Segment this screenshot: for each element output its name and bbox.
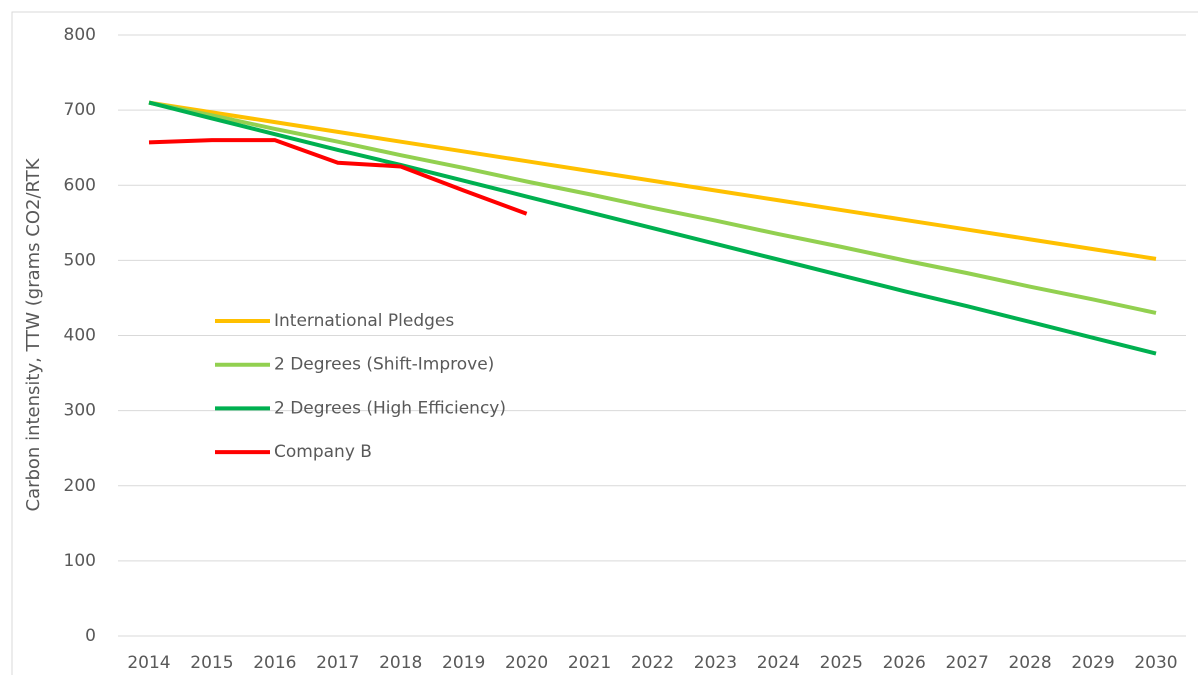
y-tick-label: 200 bbox=[64, 476, 96, 496]
y-tick-label: 300 bbox=[64, 401, 96, 421]
series-line bbox=[148, 100, 1157, 356]
x-tick-label: 2019 bbox=[442, 653, 485, 673]
x-tick-label: 2021 bbox=[568, 653, 611, 673]
series-line bbox=[148, 138, 528, 216]
series-line bbox=[148, 100, 1157, 315]
y-tick-label: 0 bbox=[85, 626, 96, 646]
y-axis-label: Carbon intensity, TTW (grams CO2/RTK bbox=[23, 157, 44, 511]
series-line bbox=[148, 100, 1157, 261]
y-tick-label: 800 bbox=[64, 25, 96, 45]
x-tick-label: 2014 bbox=[127, 653, 170, 673]
x-tick-label: 2028 bbox=[1008, 653, 1051, 673]
x-tick-label: 2017 bbox=[316, 653, 359, 673]
x-tick-label: 2016 bbox=[253, 653, 296, 673]
x-tick-label: 2025 bbox=[820, 653, 863, 673]
x-tick-label: 2026 bbox=[883, 653, 926, 673]
y-tick-label: 100 bbox=[64, 551, 96, 571]
legend-label: 2 Degrees (High Efficiency) bbox=[274, 398, 506, 418]
x-tick-label: 2018 bbox=[379, 653, 422, 673]
legend-label: International Pledges bbox=[274, 311, 454, 331]
x-tick-label: 2030 bbox=[1134, 653, 1177, 673]
legend-label: 2 Degrees (Shift-Improve) bbox=[274, 355, 494, 375]
y-tick-label: 700 bbox=[64, 100, 96, 120]
y-tick-label: 400 bbox=[64, 326, 96, 346]
legend-label: Company B bbox=[274, 442, 372, 462]
x-tick-label: 2023 bbox=[694, 653, 737, 673]
x-tick-label: 2027 bbox=[946, 653, 989, 673]
x-tick-label: 2015 bbox=[190, 653, 233, 673]
chart-frame bbox=[11, 11, 1198, 675]
x-tick-label: 2020 bbox=[505, 653, 548, 673]
x-tick-label: 2022 bbox=[631, 653, 674, 673]
x-tick-label: 2029 bbox=[1071, 653, 1114, 673]
y-tick-label: 600 bbox=[64, 175, 96, 195]
x-tick-label: 2024 bbox=[757, 653, 800, 673]
y-tick-label: 500 bbox=[64, 250, 96, 270]
